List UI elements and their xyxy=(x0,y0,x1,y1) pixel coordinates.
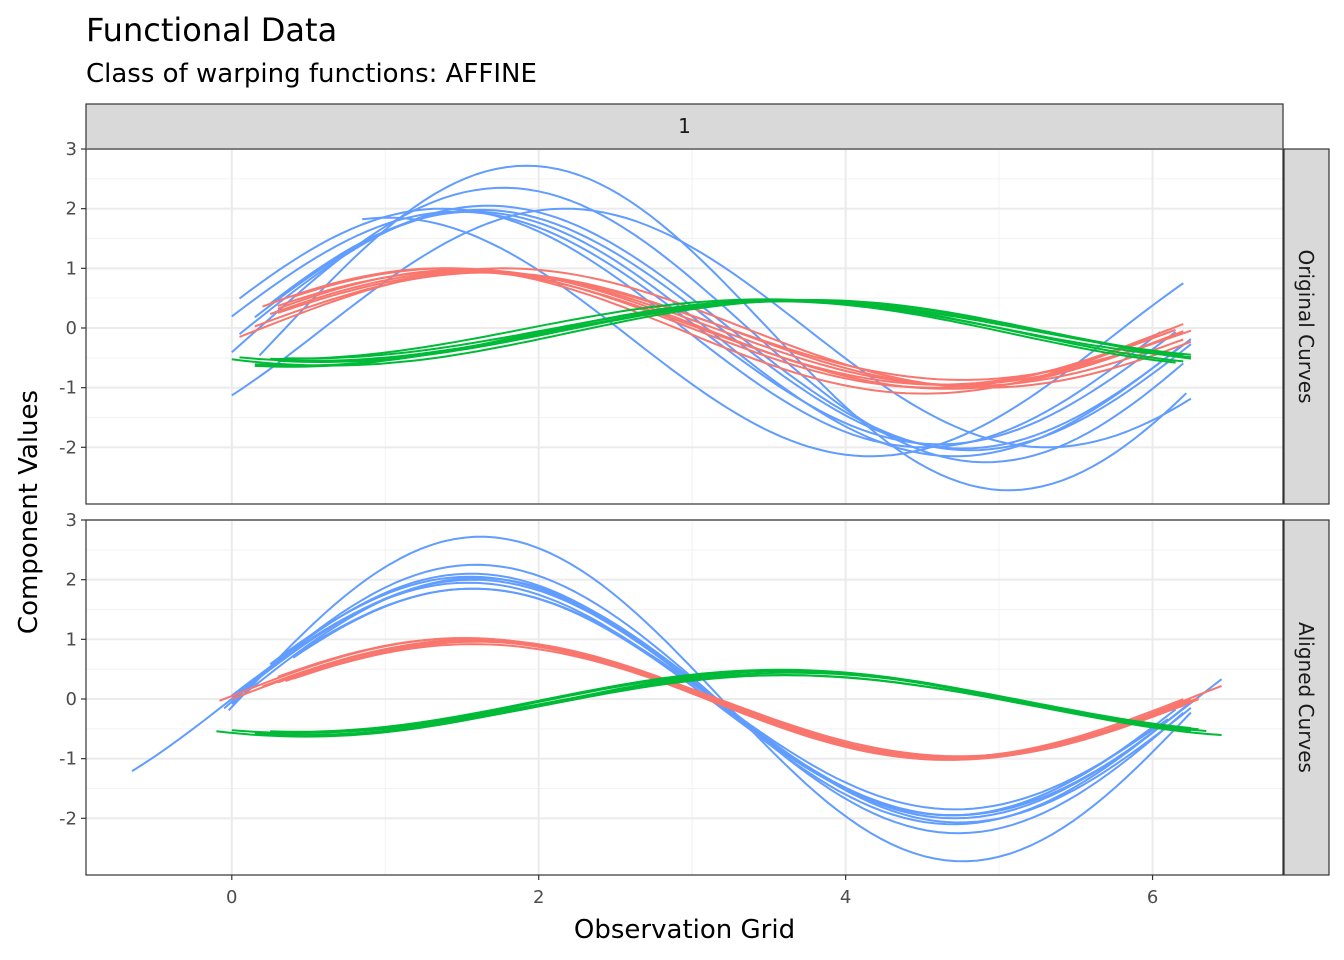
curve-component-2 xyxy=(270,298,1191,360)
curve-component-3 xyxy=(362,216,1184,458)
row-strip xyxy=(1283,519,1330,876)
y-tick-label: 0 xyxy=(66,318,77,339)
y-tick-label: 2 xyxy=(66,570,77,591)
curve-component-3 xyxy=(258,164,1187,492)
y-tick-label: -1 xyxy=(59,378,77,399)
curve-component-1 xyxy=(277,268,1184,390)
curve-component-1 xyxy=(277,271,1192,381)
panel-border xyxy=(85,148,1284,505)
column-strip xyxy=(85,103,1284,150)
curve-component-2 xyxy=(285,300,1191,360)
y-tick-label: 1 xyxy=(66,258,77,279)
y-tick-label: 3 xyxy=(66,139,77,160)
y-axis: -2 -1 0 1 2 3 xyxy=(59,139,86,458)
x-tick-label: 2 xyxy=(533,887,544,908)
row-strip xyxy=(1283,148,1330,505)
curve-component-2 xyxy=(270,669,1176,734)
y-tick-label: -2 xyxy=(59,808,77,829)
x-axis: 0 2 4 6 xyxy=(226,875,1158,908)
curve-component-1 xyxy=(262,267,1169,395)
y-tick-label: 2 xyxy=(66,199,77,220)
curve-component-3 xyxy=(238,207,1161,449)
curve-component-3 xyxy=(227,535,1192,863)
curve-component-3 xyxy=(231,581,1154,817)
series-layer xyxy=(231,164,1192,492)
y-axis-title: Component Values xyxy=(14,390,44,634)
x-tick-label: 6 xyxy=(1147,887,1158,908)
y-tick-label: -1 xyxy=(59,749,77,770)
y-tick-label: 1 xyxy=(66,629,77,650)
panel-border xyxy=(85,519,1284,876)
chart-title: Functional Data xyxy=(86,11,337,49)
row-strip-label: Original Curves xyxy=(1294,249,1318,403)
row-strip-label: Aligned Curves xyxy=(1294,622,1318,773)
y-axis: -2 -1 0 1 2 3 xyxy=(59,510,86,829)
curve-component-1 xyxy=(277,638,1199,760)
series-layer xyxy=(131,535,1223,863)
panel-background xyxy=(86,520,1283,875)
curve-component-3 xyxy=(269,210,1184,458)
y-tick-label: -2 xyxy=(59,437,77,458)
column-strip-label: 1 xyxy=(678,114,691,138)
curve-component-3 xyxy=(292,587,1169,811)
y-tick-label: 0 xyxy=(66,689,77,710)
curve-component-2 xyxy=(285,674,1184,734)
panel-original-curves: Original Curves -2 -1 0 1 2 3 xyxy=(59,139,1330,505)
panel-aligned-curves: Aligned Curves -2 -1 0 1 2 3 xyxy=(59,510,1330,876)
x-axis-title: Observation Grid xyxy=(574,915,795,945)
y-tick-label: 3 xyxy=(66,510,77,531)
x-tick-label: 0 xyxy=(226,887,237,908)
curve-component-1 xyxy=(269,270,1184,386)
x-tick-label: 4 xyxy=(840,887,851,908)
chart-subtitle: Class of warping functions: AFFINE xyxy=(86,59,537,89)
curve-component-1 xyxy=(262,640,1192,758)
